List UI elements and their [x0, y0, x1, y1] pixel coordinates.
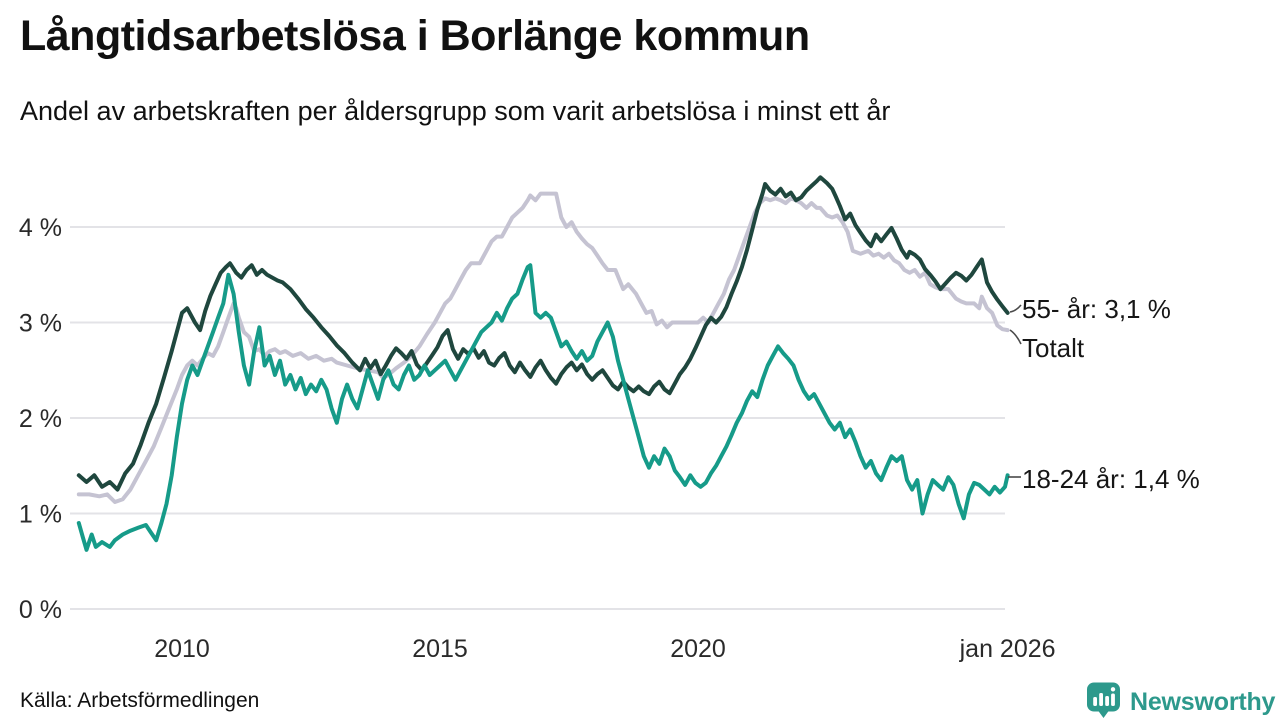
newsworthy-bubble-chart-icon — [1085, 681, 1123, 720]
chart-subtitle: Andel av arbetskraften per åldersgrupp s… — [20, 96, 891, 126]
y-tick-label: 0 % — [19, 596, 62, 624]
x-tick-label: jan 2026 — [959, 635, 1056, 663]
series-line-18-24 år — [76, 263, 1010, 552]
source-credit: Källa: Arbetsförmedlingen — [20, 689, 260, 712]
y-tick-label: 4 % — [19, 214, 62, 242]
leader-line-55 — [1009, 304, 1022, 313]
x-tick-label: 2010 — [154, 635, 210, 663]
newsworthy-wordmark: Newsworthy — [1130, 688, 1276, 716]
y-tick-label: 2 % — [19, 405, 62, 433]
x-tick-label: 2015 — [412, 635, 468, 663]
series-line-Totalt — [76, 191, 1010, 504]
series-line-55- år — [76, 175, 1010, 492]
page-title: Långtidsarbetslösa i Borlänge kommun — [20, 12, 810, 60]
y-tick-label: 3 % — [19, 310, 62, 338]
x-tick-label: 2020 — [670, 635, 726, 663]
series-end-label-totalt: Totalt — [1022, 333, 1085, 363]
leader-line-totalt — [1009, 329, 1022, 345]
series-end-label-55: 55- år: 3,1 % — [1022, 294, 1171, 324]
newsworthy-logo: Newsworthy — [1085, 681, 1275, 720]
series-end-label-18-24: 18-24 år: 1,4 % — [1022, 464, 1200, 494]
y-tick-label: 1 % — [19, 501, 62, 529]
